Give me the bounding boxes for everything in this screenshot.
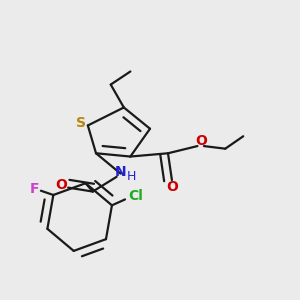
Text: O: O bbox=[167, 180, 178, 194]
Text: F: F bbox=[30, 182, 39, 196]
Text: O: O bbox=[55, 178, 67, 192]
Text: S: S bbox=[76, 116, 85, 130]
Text: O: O bbox=[195, 134, 207, 148]
Text: N: N bbox=[115, 165, 126, 179]
Text: Cl: Cl bbox=[128, 189, 143, 203]
Text: H: H bbox=[126, 170, 136, 183]
